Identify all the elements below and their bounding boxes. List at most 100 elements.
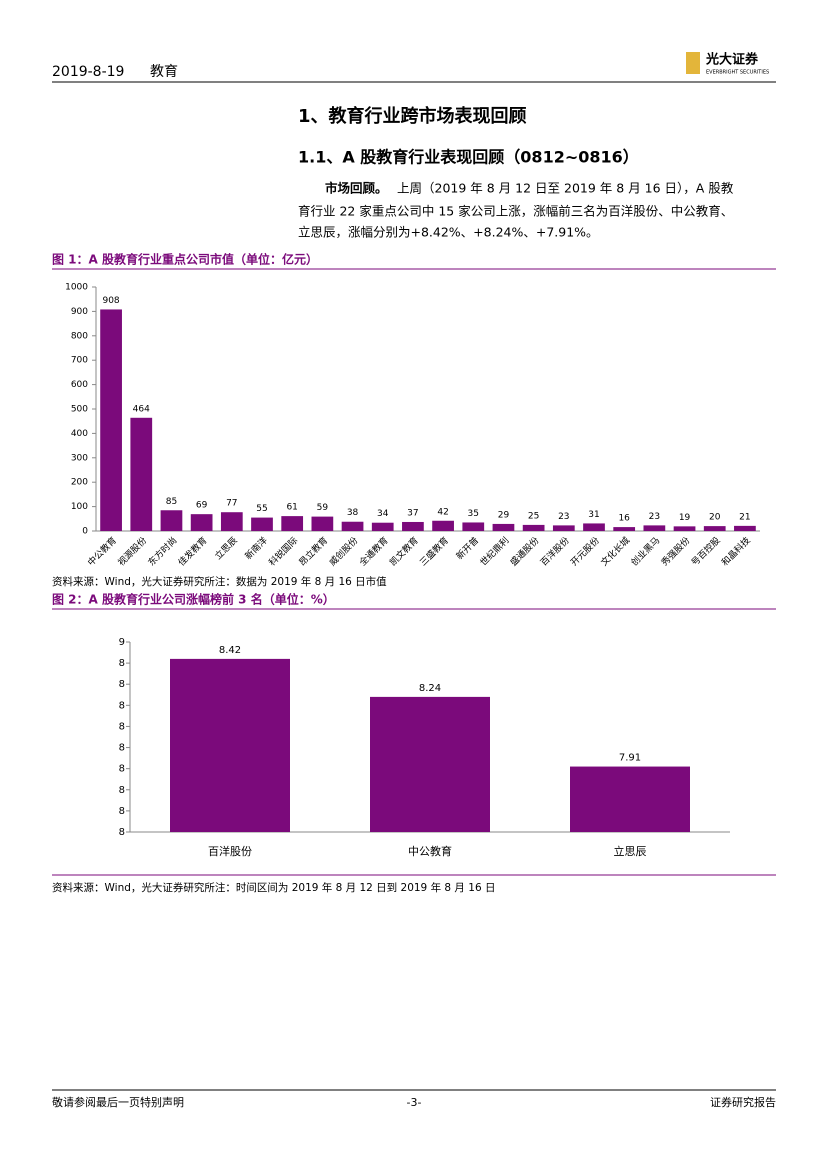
value-label: 42: [437, 507, 448, 517]
value-label: 61: [286, 503, 297, 513]
figure-source: 资料来源：Wind，光大证券研究所注：数据为 2019 年 8 月 16 日市值: [52, 575, 387, 588]
x-tick-label: 佳发教育: [176, 534, 210, 568]
y-tick-label: 8: [119, 743, 125, 754]
bar: [281, 516, 304, 531]
y-tick-label: 8: [119, 700, 125, 711]
bar: [130, 417, 153, 531]
y-tick-label: 500: [71, 405, 88, 415]
y-tick-label: 800: [71, 331, 88, 341]
value-label: 37: [407, 508, 418, 518]
value-label: 8.42: [219, 645, 241, 656]
subheading: 1.1、A 股教育行业表现回顾（0812~0816）: [298, 148, 639, 167]
x-tick-label: 中公教育: [85, 534, 119, 568]
figure-source: 资料来源：Wind，光大证券研究所注：时间区间为 2019 年 8 月 12 日…: [52, 881, 495, 894]
value-label: 31: [588, 510, 599, 520]
x-tick-label: 东方时尚: [145, 534, 179, 568]
bar: [220, 512, 243, 531]
value-label: 29: [498, 510, 510, 520]
logo-mark: [686, 52, 700, 74]
bar: [462, 522, 485, 531]
brand: 光大证券: [705, 52, 759, 68]
value-label: 16: [618, 514, 630, 524]
bar: [402, 521, 424, 531]
value-label: 21: [739, 512, 750, 522]
bar: [170, 658, 290, 832]
y-tick-label: 8: [119, 679, 125, 690]
y-tick-label: 400: [71, 429, 88, 439]
x-tick-label: 创业黑马: [628, 534, 662, 568]
y-tick-label: 8: [119, 721, 125, 732]
y-tick-label: 8: [119, 658, 125, 669]
value-label: 464: [133, 404, 150, 414]
bar: [522, 524, 545, 531]
para-line: 立思辰，涨幅分别为+8.42%、+8.24%、+7.91%。: [298, 225, 599, 240]
y-tick-label: 700: [71, 356, 88, 366]
figure-caption: 图 1：A 股教育行业重点公司市值（单位：亿元）: [52, 252, 318, 267]
y-tick-label: 100: [71, 502, 88, 512]
value-label: 69: [196, 501, 208, 511]
y-tick-label: 9: [119, 637, 125, 648]
x-tick-label: 新开普: [454, 534, 482, 562]
value-label: 77: [226, 499, 237, 509]
y-tick-label: 900: [71, 307, 88, 317]
value-label: 19: [679, 513, 691, 523]
value-label: 59: [317, 503, 329, 513]
x-tick-label: 盛通股份: [508, 534, 542, 568]
x-tick-label: 昂立教育: [296, 534, 330, 568]
value-label: 23: [558, 512, 569, 522]
header-section: 教育: [150, 64, 178, 80]
x-tick-label: 三盛教育: [417, 534, 451, 568]
x-tick-label: 世纪鼎利: [477, 534, 511, 568]
x-tick-label: 立思辰: [614, 844, 647, 858]
bar: [613, 527, 636, 531]
bar: [583, 523, 605, 531]
y-tick-label: 8: [119, 827, 125, 838]
x-tick-label: 科锐国际: [266, 534, 300, 568]
bar: [100, 309, 122, 531]
x-tick-label: 和晶科技: [719, 534, 753, 568]
bar: [371, 522, 394, 531]
y-tick-label: 200: [71, 478, 88, 488]
footer-page: -3-: [407, 1096, 422, 1109]
bar: [190, 514, 213, 531]
x-tick-label: 文化长城: [598, 534, 632, 568]
x-tick-label: 秀强股份: [658, 534, 692, 568]
value-label: 8.24: [419, 683, 441, 694]
x-tick-label: 中公教育: [408, 844, 452, 858]
y-tick-label: 300: [71, 453, 88, 463]
bar: [311, 516, 334, 531]
bar: [703, 526, 726, 531]
x-tick-label: 威创股份: [326, 534, 360, 568]
para-lead: 市场回顾。: [325, 181, 388, 196]
y-tick-label: 8: [119, 785, 125, 796]
value-label: 35: [468, 509, 479, 519]
bar: [432, 520, 454, 531]
value-label: 38: [347, 508, 359, 518]
bar: [251, 517, 273, 531]
bar: [552, 525, 575, 531]
y-tick-label: 600: [71, 380, 88, 390]
footer-left: 敬请参阅最后一页特别声明: [52, 1095, 184, 1109]
bar: [341, 521, 364, 531]
value-label: 23: [649, 512, 660, 522]
bar: [370, 696, 490, 832]
x-tick-label: 凯文教育: [387, 534, 421, 568]
x-tick-label: 立思辰: [212, 534, 240, 562]
x-tick-label: 开元股份: [568, 534, 602, 568]
x-tick-label: 百洋股份: [538, 534, 572, 568]
y-tick-label: 1000: [65, 283, 88, 293]
x-tick-label: 全通教育: [357, 534, 391, 568]
value-label: 908: [102, 296, 119, 306]
value-label: 25: [528, 511, 539, 521]
value-label: 34: [377, 509, 389, 519]
y-tick-label: 8: [119, 764, 125, 775]
x-tick-label: 新南洋: [242, 534, 270, 562]
figure-caption: 图 2：A 股教育行业公司涨幅榜前 3 名（单位：%）: [52, 592, 335, 607]
x-tick-label: 视源股份: [115, 534, 149, 568]
bar: [734, 525, 756, 531]
para-line: 上周（2019 年 8 月 12 日至 2019 年 8 月 16 日），A 股…: [397, 181, 734, 196]
heading: 1、教育行业跨市场表现回顾: [298, 105, 527, 127]
y-tick-label: 0: [82, 527, 88, 537]
